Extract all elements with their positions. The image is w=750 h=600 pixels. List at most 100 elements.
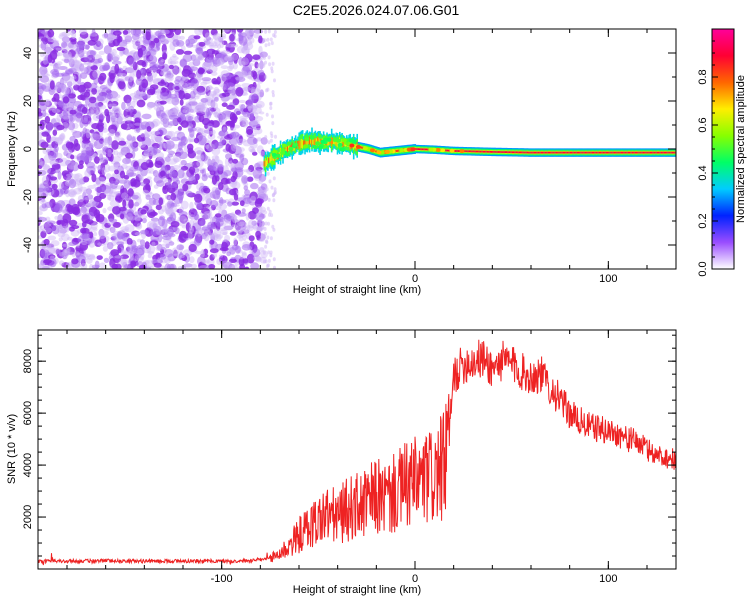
noise-speckle bbox=[231, 201, 239, 206]
noise-speckle bbox=[167, 257, 172, 262]
noise-speckle bbox=[196, 159, 204, 168]
noise-speckle bbox=[213, 228, 222, 238]
noise-speckle bbox=[195, 251, 203, 255]
noise-speckle bbox=[158, 197, 164, 206]
noise-speckle bbox=[41, 265, 50, 269]
signal-blob bbox=[399, 148, 405, 153]
noise-speckle bbox=[137, 248, 143, 255]
noise-speckle bbox=[71, 258, 79, 265]
noise-speckle bbox=[234, 76, 245, 81]
noise-speckle bbox=[198, 221, 204, 226]
noise-speckle bbox=[247, 71, 253, 80]
noise-speckle bbox=[140, 115, 150, 119]
noise-speckle bbox=[203, 40, 211, 45]
noise-speckle bbox=[190, 216, 195, 220]
noise-speckle bbox=[189, 104, 198, 113]
noise-speckle bbox=[135, 40, 141, 47]
noise-speckle bbox=[68, 251, 75, 256]
noise-speckle bbox=[161, 243, 171, 247]
noise-speckle bbox=[100, 104, 107, 110]
noise-speckle bbox=[244, 266, 250, 269]
snr-x-axis-label: Height of straight line (km) bbox=[293, 584, 421, 596]
y-tick-label: -20 bbox=[22, 189, 34, 205]
noise-speckle bbox=[247, 105, 252, 111]
noise-speckle bbox=[223, 214, 231, 220]
noise-speckle bbox=[195, 102, 205, 108]
noise-speckle bbox=[71, 66, 81, 75]
noise-speckle bbox=[164, 263, 171, 269]
noise-speckle bbox=[151, 69, 158, 79]
noise-speckle bbox=[266, 235, 270, 240]
noise-speckle bbox=[167, 58, 173, 65]
noise-speckle bbox=[65, 189, 71, 198]
noise-speckle bbox=[148, 150, 153, 160]
noise-speckle bbox=[99, 72, 107, 81]
noise-speckle bbox=[40, 84, 47, 90]
noise-speckle bbox=[160, 70, 165, 76]
noise-speckle bbox=[128, 57, 136, 67]
signal-blob bbox=[384, 149, 390, 154]
noise-speckle bbox=[90, 133, 101, 141]
noise-speckle bbox=[58, 251, 66, 257]
noise-speckle bbox=[220, 29, 230, 33]
noise-speckle bbox=[158, 216, 166, 227]
noise-speckle bbox=[83, 91, 91, 98]
noise-speckle bbox=[150, 133, 157, 141]
noise-speckle bbox=[179, 214, 188, 224]
noise-speckle bbox=[205, 64, 211, 72]
noise-speckle bbox=[188, 166, 196, 175]
noise-speckle bbox=[64, 247, 70, 257]
noise-speckle bbox=[249, 148, 256, 153]
noise-speckle bbox=[229, 127, 237, 131]
noise-speckle bbox=[67, 121, 76, 131]
noise-speckle bbox=[80, 262, 88, 269]
noise-speckle bbox=[113, 164, 118, 170]
noise-speckle bbox=[49, 50, 58, 61]
noise-speckle bbox=[238, 221, 248, 227]
noise-speckle bbox=[265, 187, 269, 192]
noise-speckle bbox=[193, 218, 198, 227]
noise-speckle bbox=[205, 36, 212, 41]
noise-speckle bbox=[49, 176, 58, 181]
noise-speckle bbox=[88, 106, 97, 115]
noise-speckle bbox=[72, 130, 83, 138]
noise-speckle bbox=[208, 41, 218, 47]
noise-speckle bbox=[235, 221, 241, 231]
noise-speckle bbox=[194, 29, 204, 36]
noise-speckle bbox=[248, 29, 255, 37]
noise-speckle bbox=[216, 76, 221, 85]
noise-speckle bbox=[216, 35, 227, 40]
noise-speckle bbox=[55, 84, 65, 93]
noise-speckle bbox=[67, 204, 74, 215]
noise-speckle bbox=[83, 81, 92, 89]
noise-speckle bbox=[71, 29, 77, 34]
noise-speckle bbox=[215, 175, 220, 182]
noise-speckle bbox=[82, 139, 91, 144]
noise-speckle bbox=[121, 101, 126, 111]
noise-speckle bbox=[211, 71, 218, 76]
noise-speckle bbox=[272, 192, 276, 197]
noise-speckle bbox=[53, 247, 61, 255]
signal-blob bbox=[315, 141, 321, 146]
noise-speckle bbox=[200, 249, 205, 258]
noise-speckle bbox=[238, 36, 248, 46]
noise-speckle bbox=[270, 41, 274, 46]
noise-speckle bbox=[91, 58, 102, 64]
noise-speckle bbox=[228, 41, 237, 47]
noise-speckle bbox=[268, 212, 271, 217]
noise-speckle bbox=[140, 229, 150, 235]
noise-speckle bbox=[269, 253, 273, 258]
noise-speckle bbox=[200, 98, 209, 103]
noise-speckle bbox=[224, 55, 233, 62]
noise-speckle bbox=[57, 231, 66, 238]
noise-speckle bbox=[99, 192, 107, 199]
noise-speckle bbox=[47, 235, 57, 241]
noise-speckle bbox=[57, 225, 68, 230]
noise-speckle bbox=[145, 194, 151, 200]
noise-speckle bbox=[266, 87, 270, 92]
noise-speckle bbox=[113, 150, 119, 156]
noise-speckle bbox=[264, 29, 268, 34]
noise-speckle bbox=[196, 154, 205, 162]
noise-speckle bbox=[55, 248, 61, 255]
noise-speckle bbox=[169, 93, 178, 99]
